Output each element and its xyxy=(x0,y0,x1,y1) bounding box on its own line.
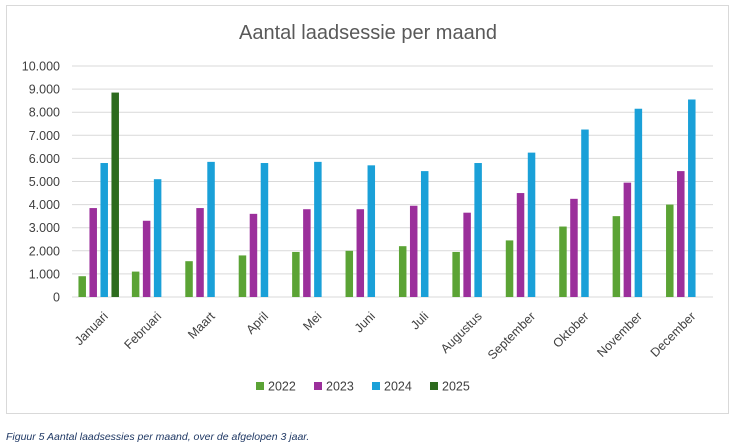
x-tick-label: September xyxy=(485,309,538,362)
y-tick-label: 10.000 xyxy=(22,60,60,74)
bar-2022-juni xyxy=(345,250,354,297)
y-tick-label: 0 xyxy=(53,291,60,305)
bar-2023-januari xyxy=(89,208,97,297)
bar-2022-januari xyxy=(78,276,86,297)
bar-2024-maart xyxy=(207,161,215,297)
legend: 2022 2023 2024 2025 xyxy=(256,380,470,394)
legend-swatch-2022 xyxy=(256,382,264,390)
bar-2024-april xyxy=(260,163,269,297)
x-tick-label: Mei xyxy=(300,309,324,333)
bar-chart: Aantal laadsessie per maand 0 1.000 2.000 3… xyxy=(22,22,713,394)
x-tick-label: Juni xyxy=(352,309,378,335)
x-tick-label: Oktober xyxy=(550,309,591,350)
bar-2023-december xyxy=(677,171,685,297)
bar-2022-september xyxy=(505,240,514,297)
legend-label-2023: 2023 xyxy=(326,380,354,394)
bars xyxy=(78,92,696,298)
x-tick-label: Juli xyxy=(408,309,431,332)
bar-2024-januari xyxy=(100,163,108,297)
gridlines xyxy=(72,65,713,298)
figure-caption: Figuur 5 Aantal laadsessies per maand, o… xyxy=(6,431,310,443)
y-tick-label: 1.000 xyxy=(29,267,60,281)
legend-label-2025: 2025 xyxy=(442,380,470,394)
legend-label-2024: 2024 xyxy=(384,380,412,394)
bar-2022-december xyxy=(666,204,674,297)
x-tick-label: December xyxy=(648,309,699,360)
bar-2025-januari xyxy=(111,92,119,297)
bar-2022-november xyxy=(612,216,621,297)
bar-2023-mei xyxy=(303,209,311,297)
y-tick-label: 6.000 xyxy=(29,152,60,166)
y-tick-label: 9.000 xyxy=(29,83,60,97)
bar-2023-november xyxy=(623,182,632,297)
y-tick-label: 5.000 xyxy=(29,175,60,189)
chart-frame: Aantal laadsessie per maand 0 1.000 2.000 3… xyxy=(6,5,729,414)
bar-2023-juni xyxy=(356,209,365,297)
x-tick-label: November xyxy=(594,309,645,360)
bar-2023-oktober xyxy=(570,198,578,297)
bar-2023-augustus xyxy=(463,212,471,297)
x-axis-ticks: Januari Februari Maart April Mei Juni Juli Augu… xyxy=(72,309,698,363)
bar-2022-februari xyxy=(131,271,140,297)
legend-swatch-2023 xyxy=(314,382,322,390)
bar-2023-september xyxy=(516,193,525,297)
y-tick-label: 7.000 xyxy=(29,129,60,143)
bar-2024-augustus xyxy=(474,163,482,297)
x-tick-label: April xyxy=(243,309,271,337)
y-tick-label: 4.000 xyxy=(29,198,60,212)
x-tick-label: Maart xyxy=(185,309,218,342)
bar-2022-mei xyxy=(292,251,300,297)
bar-2024-mei xyxy=(314,161,322,297)
y-axis-ticks: 0 1.000 2.000 3.000 4.000 5.000 6.000 7.000 8.00… xyxy=(22,60,60,305)
bar-2024-december xyxy=(688,99,696,298)
bar-2022-augustus xyxy=(452,251,460,297)
bar-2022-maart xyxy=(185,261,193,297)
bar-2024-juni xyxy=(367,165,376,297)
bar-2022-april xyxy=(238,255,247,297)
bar-2023-februari xyxy=(142,220,151,297)
y-tick-label: 3.000 xyxy=(29,221,60,235)
x-tick-label: Augustus xyxy=(438,309,485,356)
bar-2024-november xyxy=(634,108,643,297)
bar-2024-september xyxy=(527,152,536,297)
bar-2024-februari xyxy=(153,179,162,297)
x-tick-label: Februari xyxy=(121,309,164,352)
y-tick-label: 8.000 xyxy=(29,106,60,120)
bar-2024-oktober xyxy=(581,129,589,297)
chart-title: Aantal laadsessie per maand xyxy=(239,22,497,44)
bar-2023-maart xyxy=(196,208,204,297)
bar-2024-juli xyxy=(420,171,429,297)
y-tick-label: 2.000 xyxy=(29,244,60,258)
bar-2022-juli xyxy=(398,246,407,297)
bar-2023-juli xyxy=(409,205,418,297)
bar-2022-oktober xyxy=(559,226,567,297)
legend-swatch-2024 xyxy=(372,382,380,390)
x-tick-label: Januari xyxy=(72,309,111,348)
legend-label-2022: 2022 xyxy=(268,380,296,394)
legend-swatch-2025 xyxy=(430,382,438,390)
bar-2023-april xyxy=(249,213,258,297)
